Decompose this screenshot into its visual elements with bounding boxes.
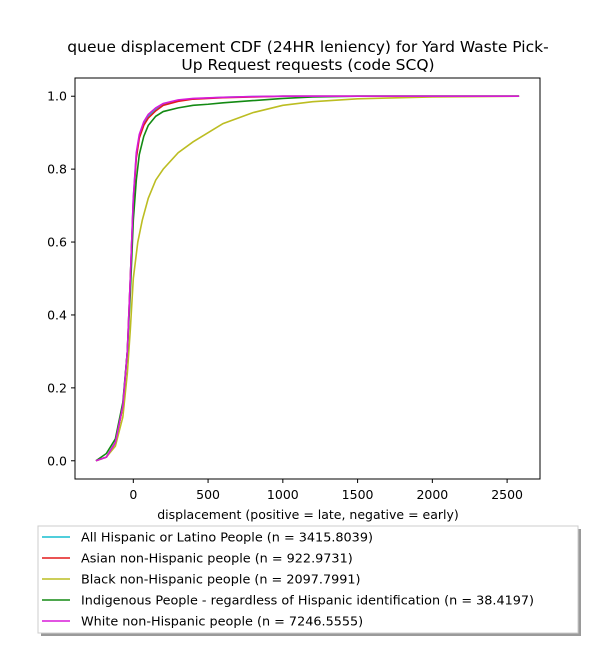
legend-label-1: Asian non-Hispanic people (n = 922.9731)	[81, 552, 353, 567]
y-tick-label: 0.4	[47, 307, 67, 322]
legend-label-4: White non-Hispanic people (n = 7246.5555…	[81, 615, 363, 630]
x-tick-label: 0	[129, 487, 137, 502]
y-axis-ticks: 0.0 0.2 0.4 0.6 0.8 1.0	[47, 89, 75, 468]
legend: All Hispanic or Latino People (n = 3415.…	[37, 525, 581, 636]
series-line-4	[95, 95, 520, 462]
plot-area-frame	[74, 77, 541, 480]
x-tick-label: 2500	[491, 487, 523, 502]
x-tick-label: 2000	[416, 487, 448, 502]
series-line-1	[95, 95, 520, 462]
x-tick-label: 500	[196, 487, 220, 502]
legend-label-2: Black non-Hispanic people (n = 2097.7991…	[81, 573, 361, 588]
chart-title-line-1: queue displacement CDF (24HR leniency) f…	[67, 38, 548, 56]
legend-label-0: All Hispanic or Latino People (n = 3415.…	[81, 531, 373, 546]
x-tick-label: 1500	[342, 487, 374, 502]
y-tick-label: 0.2	[47, 380, 67, 395]
legend-label-3: Indigenous People - regardless of Hispan…	[81, 594, 534, 609]
x-tick-label: 1000	[267, 487, 299, 502]
series-line-3	[95, 95, 520, 462]
series-line-0	[95, 95, 520, 462]
x-axis-label: displacement (positive = late, negative …	[157, 507, 459, 522]
chart-title: queue displacement CDF (24HR leniency) f…	[67, 38, 548, 74]
y-tick-label: 0.8	[47, 162, 67, 177]
y-tick-label: 0.0	[47, 453, 67, 468]
y-tick-label: 0.6	[47, 235, 67, 250]
x-axis-ticks: 0 500 1000 1500 2000 2500	[129, 479, 523, 502]
chart-title-line-2: Up Request requests (code SCQ)	[181, 56, 434, 74]
series-line-2	[95, 95, 520, 462]
y-tick-label: 1.0	[47, 89, 67, 104]
series-lines	[95, 95, 520, 462]
legend-box	[37, 525, 579, 634]
